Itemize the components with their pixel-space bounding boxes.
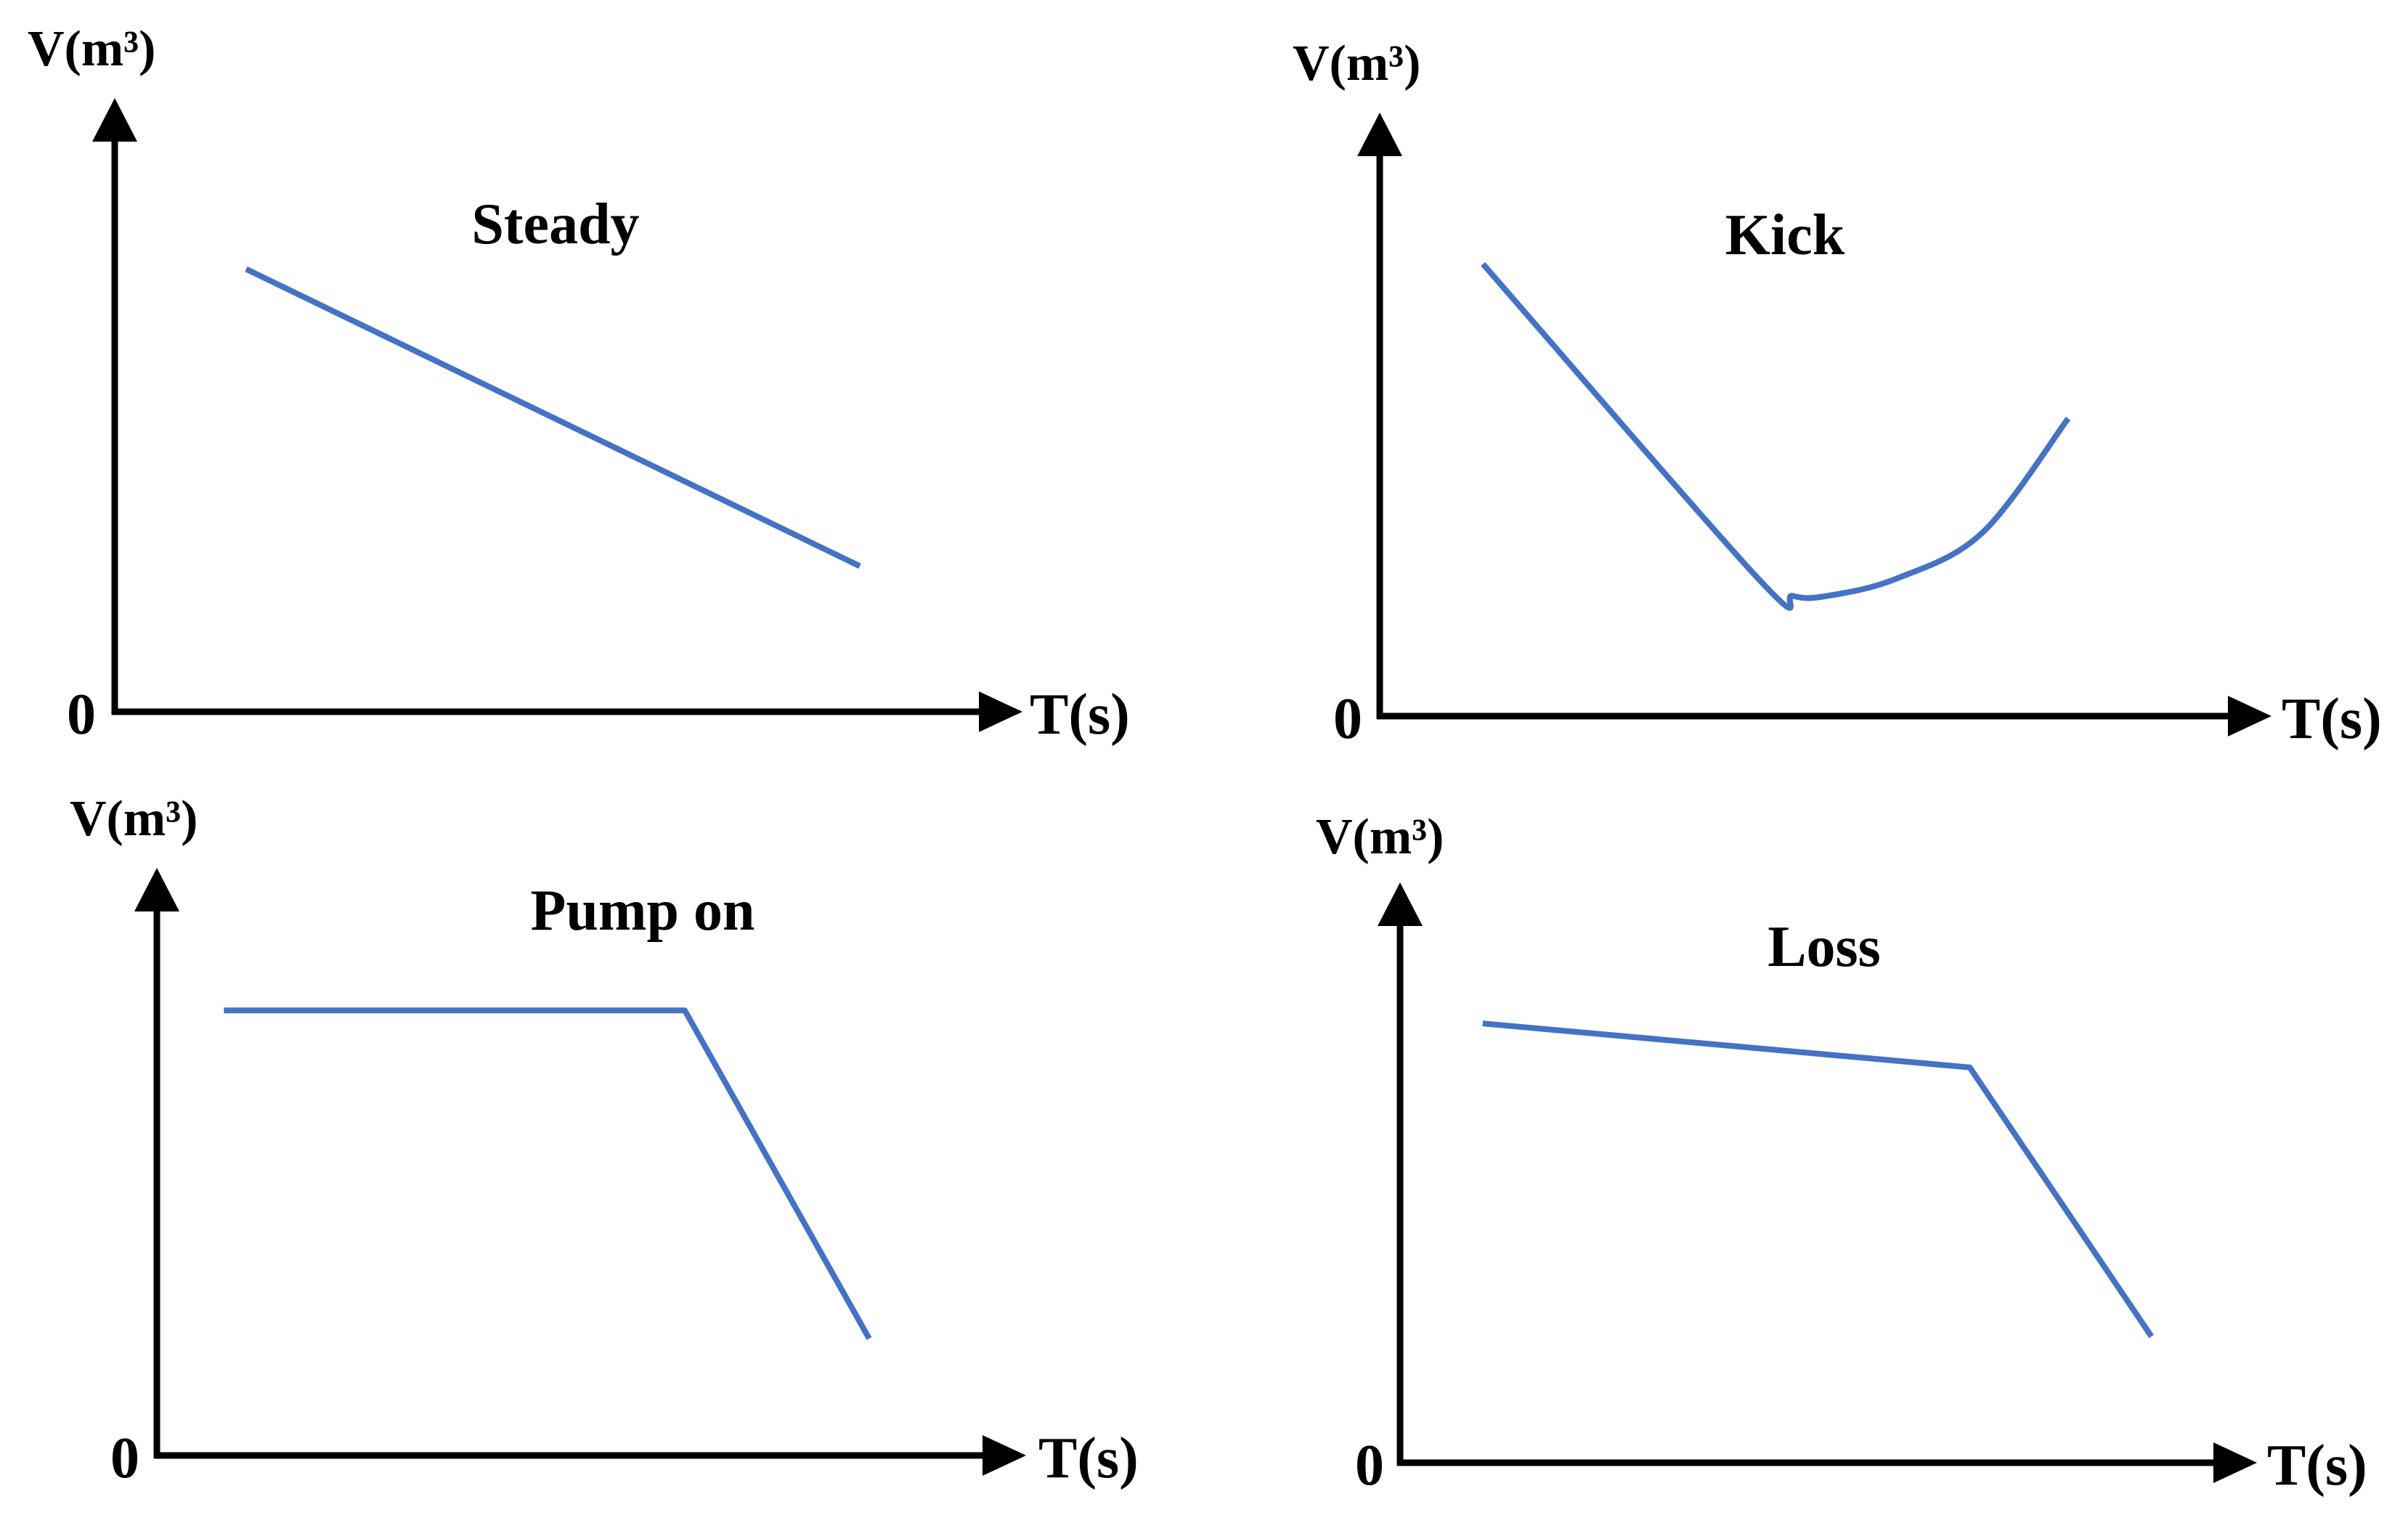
y-axis-label: V(m³): [1293, 36, 1420, 92]
y-axis-label: V(m³): [70, 791, 198, 847]
y-axis-arrow: [134, 868, 179, 911]
chart-panel-loss: V(m³) T(s) 0 Loss: [1316, 809, 2367, 1498]
x-axis-label: T(s): [2267, 1434, 2367, 1498]
x-axis-label: T(s): [2282, 687, 2382, 751]
chart-panel-kick: V(m³) T(s) 0 Kick: [1293, 36, 2382, 751]
y-axis-arrow: [1357, 113, 1402, 156]
origin-label: 0: [1355, 1434, 1384, 1498]
y-axis-arrow: [1378, 882, 1423, 926]
x-axis-arrow: [983, 1435, 1026, 1476]
x-axis-arrow: [2228, 696, 2271, 736]
origin-label: 0: [1333, 687, 1362, 751]
chart-title: Loss: [1768, 915, 1881, 979]
chart-title: Kick: [1725, 203, 1845, 267]
x-axis-arrow: [979, 691, 1022, 732]
x-axis-label: T(s): [1038, 1426, 1139, 1490]
x-axis-arrow: [2213, 1442, 2257, 1483]
chart-title: Steady: [471, 192, 639, 256]
series-line-pump-on: [224, 1007, 872, 1341]
chart-title: Pump on: [531, 879, 755, 943]
series-line-kick: [1481, 261, 2071, 611]
chart-panel-steady: V(m³) T(s) 0 Steady: [28, 21, 1130, 747]
y-axis-arrow: [92, 98, 137, 142]
x-axis-label: T(s): [1030, 683, 1130, 747]
chart-panel-pump-on: V(m³) T(s) 0 Pump on: [70, 791, 1139, 1490]
y-axis-label: V(m³): [1316, 809, 1444, 865]
series-line-steady: [245, 266, 861, 569]
series-line-loss: [1482, 1020, 2155, 1339]
origin-label: 0: [67, 683, 96, 747]
origin-label: 0: [110, 1426, 139, 1490]
y-axis-label: V(m³): [28, 21, 155, 77]
